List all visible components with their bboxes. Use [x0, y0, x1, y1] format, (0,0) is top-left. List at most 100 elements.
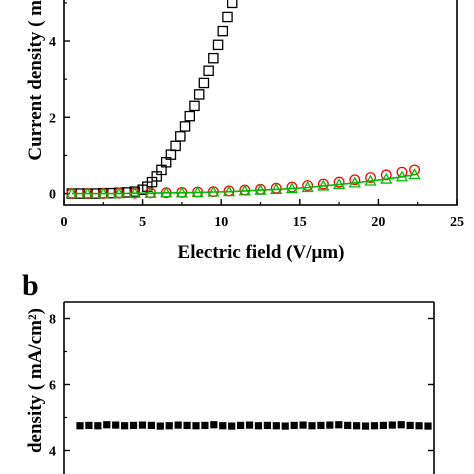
panel-a-plot-area: 0 5 10 15 20 25 0 2 4 [49, 0, 464, 230]
panel-b-series-0-point [335, 421, 343, 429]
panel-b-series-0-point [210, 421, 218, 429]
panel-a-series-1-point [365, 172, 376, 183]
panel-a-x-tick-label: 5 [139, 215, 146, 230]
panel-b-series-0-point [370, 422, 379, 430]
panel-b-series-0-point [174, 421, 182, 429]
panel-b-series-0-point [156, 422, 164, 430]
panel-b-series-0-point [228, 422, 236, 430]
panel-b-y-tick-label: 8 [49, 313, 56, 328]
panel-a-y-tick-label: 4 [49, 35, 56, 50]
panel-b-series-0-point [344, 421, 352, 430]
panel-a-series-2-line [71, 173, 415, 195]
panel-b-y-axis-title: density ( mA/cm²) [25, 308, 46, 453]
panel-a-x-tick-label: 15 [293, 215, 307, 230]
panel-a-series-0-point [208, 52, 219, 64]
panel-b-series-0-point [245, 421, 254, 429]
panel-a-series-1-point [317, 178, 329, 190]
panel-a-series-0-point [226, 0, 238, 9]
panel-b-series-0-point [219, 422, 227, 430]
panel-a-series-2-point [207, 185, 220, 197]
panel-b-series-0-point [379, 421, 387, 430]
panel-a-series-2-point [317, 179, 330, 191]
panel-a-series-0-point [222, 11, 233, 23]
panel-b-series-0-point [165, 422, 173, 430]
panel-b-series-0-point [388, 421, 396, 429]
panel-a-series-1-point [302, 180, 314, 192]
panel-b: b 4 6 8 density ( mA/cm²) [22, 269, 435, 474]
panel-a-series-0-point [217, 25, 229, 37]
panel-a-series-2-point [408, 168, 421, 180]
panel-a-series-0-point [184, 110, 196, 122]
panel-a-series-2-point [301, 181, 314, 193]
panel-a-series-0-point [170, 140, 181, 152]
panel-a-series-0-point [121, 187, 133, 198]
panel-a-series-0-point [203, 65, 214, 77]
panel-a: 0 5 10 15 20 25 0 2 4 Electric field (V/μm) Curr… [25, 0, 464, 263]
panel-a-x-tick-label: 10 [214, 215, 228, 230]
panel-b-plot-area: 4 6 8 [49, 301, 435, 474]
panel-a-series-2-point [364, 174, 377, 186]
panel-b-series-0-point [299, 421, 307, 429]
panel-b-series-0-point [361, 422, 370, 430]
panel-b-series-0-point [112, 421, 120, 429]
panel-b-series-0-point [263, 421, 271, 430]
panel-b-series-0-point [272, 422, 280, 430]
panel-b-series-0-point [85, 421, 93, 430]
panel-b-series-0-point [237, 421, 245, 430]
panel-b-y-tick-label: 4 [49, 445, 56, 460]
panel-b-series-0-point [424, 422, 432, 430]
panel-a-series-2-point [395, 170, 409, 182]
panel-a-series-2-point [254, 183, 267, 195]
panel-a-series-2-point [380, 172, 393, 184]
panel-a-series-2-point [270, 183, 283, 195]
panel-b-series-0-point [397, 421, 405, 429]
panel-b-series-0-point [415, 422, 423, 430]
panel-a-series-2-point [81, 187, 94, 199]
panel-b-series-0-point [353, 422, 361, 430]
panel-b-series-0-point [147, 421, 155, 430]
panel-b-series-0-point [326, 421, 334, 429]
panel-a-y-tick-label: 2 [49, 111, 56, 126]
panel-b-series-0-point [121, 422, 129, 430]
panel-a-series-2-point [97, 187, 110, 199]
panel-a-series-2-point [285, 182, 299, 194]
panel-b-series-0-point [103, 421, 111, 429]
panel-a-x-tick-label: 25 [450, 215, 464, 230]
panel-b-series-0-point [76, 422, 84, 430]
panel-b-y-tick-label: 6 [49, 379, 56, 394]
panel-a-series-0-point [212, 39, 224, 51]
panel-a-x-axis-title: Electric field (V/μm) [178, 242, 345, 263]
panel-a-series-2-point [332, 178, 346, 190]
panel-a-series-2-point [222, 185, 236, 197]
panel-b-label: b [22, 269, 39, 302]
panel-a-series-0-point [175, 131, 186, 142]
panel-b-series-0-point [129, 421, 138, 430]
panel-a-x-tick-label: 0 [61, 215, 68, 230]
panel-b-series-0-point [94, 422, 102, 430]
panel-a-y-axis-title: Current density ( m [25, 0, 46, 161]
panel-a-series-0-point [179, 121, 191, 132]
panel-b-series-0-point [201, 421, 209, 430]
panel-a-series-2-point [65, 187, 78, 199]
panel-a-series-2-point [144, 186, 157, 198]
panel-b-series-0-point [281, 422, 289, 430]
panel-b-series-0-point [138, 421, 147, 429]
panel-b-series-0-point [192, 422, 200, 430]
panel-b-series-0-point [406, 421, 414, 430]
panel-a-series-2-point [348, 176, 361, 188]
panel-a-series-2-point [191, 186, 204, 198]
panel-b-series-0-point [308, 422, 316, 430]
panel-a-series-1-point [349, 174, 361, 186]
panel-a-series-0-point [198, 77, 210, 89]
panel-a-series-2-point [112, 187, 126, 199]
panel-a-y-tick-label: 0 [49, 188, 56, 203]
panel-a-series-2-point [160, 186, 173, 198]
panel-a-series-0-point [189, 100, 200, 112]
panel-b-series-0-point [254, 422, 263, 430]
panel-b-series-0-point [290, 421, 298, 430]
panel-a-x-tick-label: 20 [371, 215, 385, 230]
panel-a-series-2-point [238, 184, 251, 196]
panel-b-series-0-point [317, 421, 325, 430]
panel-a-series-2-point [175, 186, 189, 198]
